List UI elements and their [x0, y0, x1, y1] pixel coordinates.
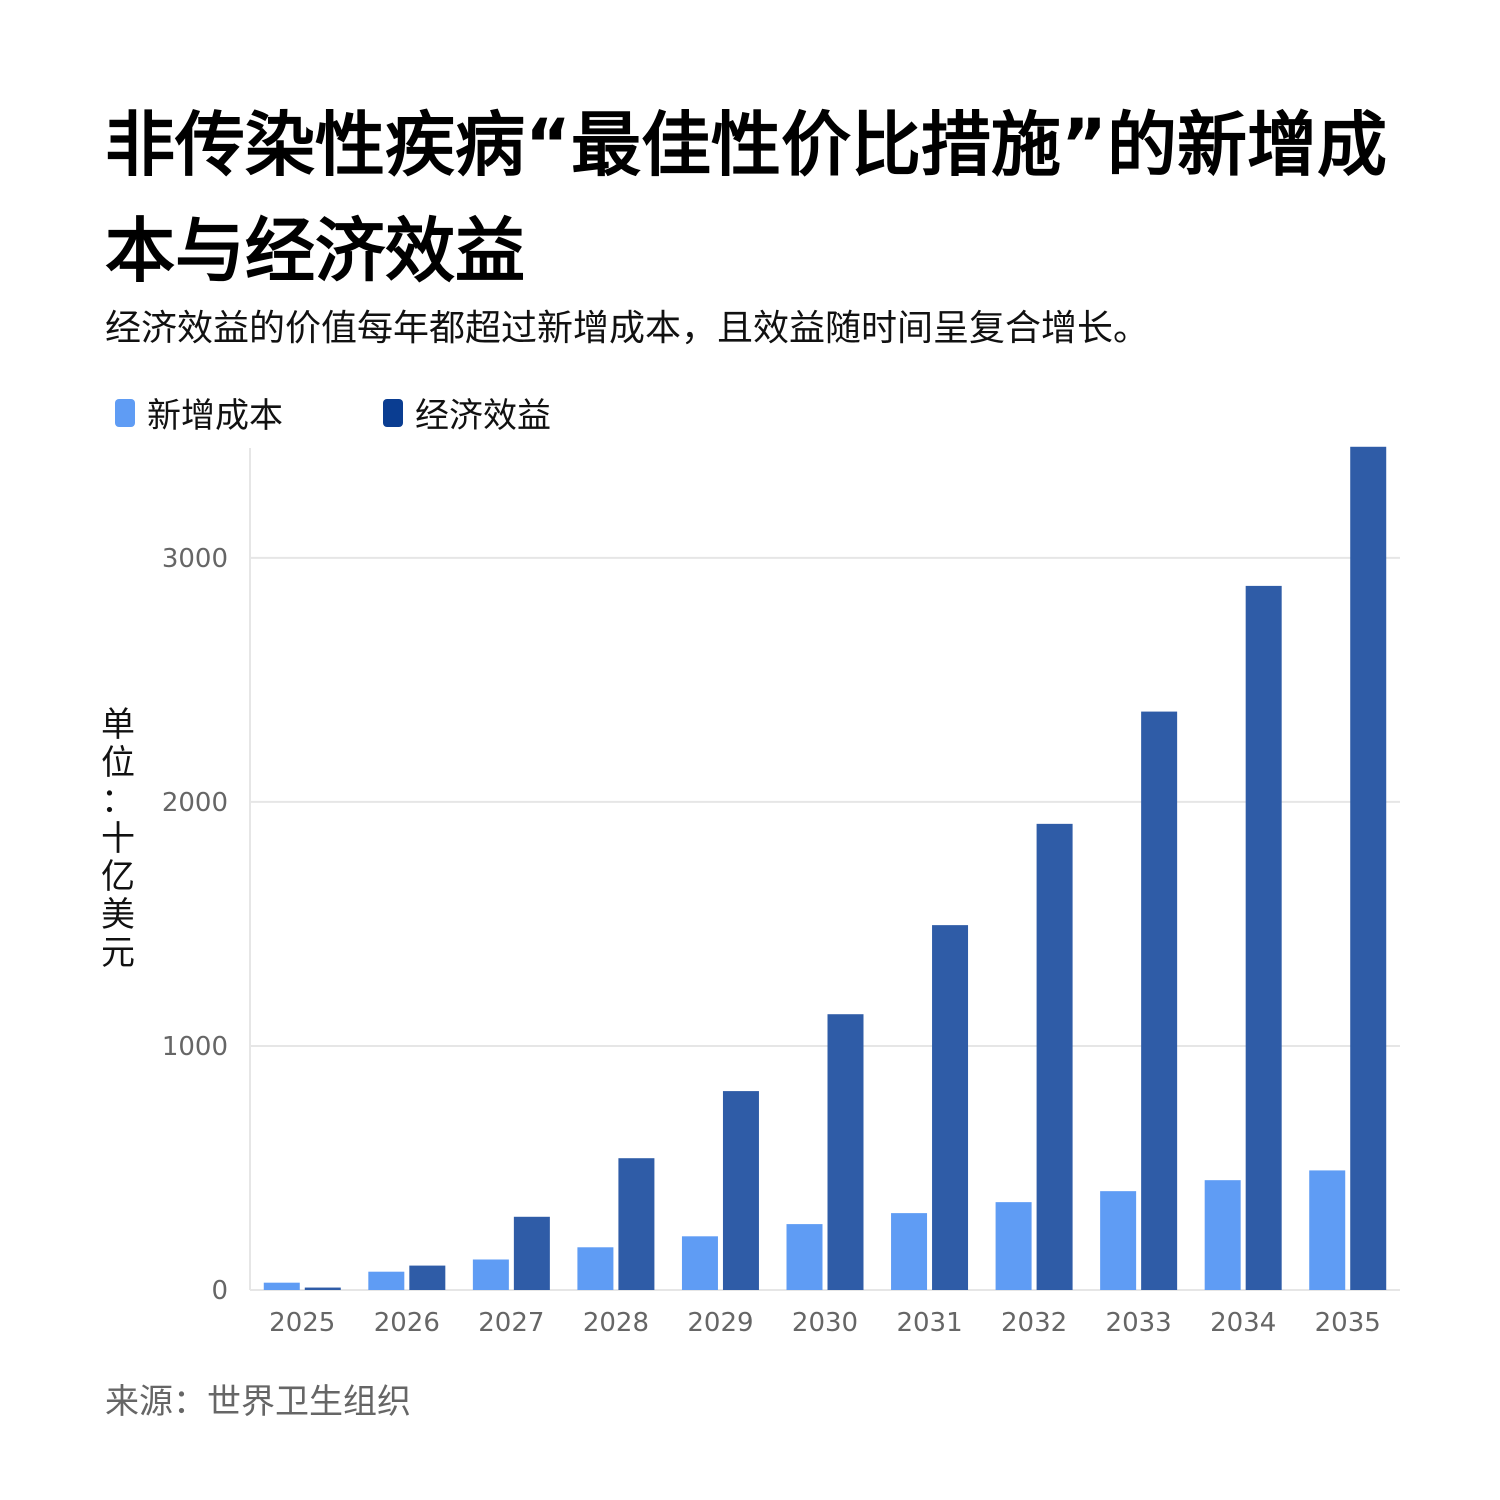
y-axis-label-char: 美 — [101, 895, 135, 935]
y-axis-label-char: ： — [101, 781, 135, 821]
x-tick-label: 2028 — [583, 1308, 649, 1338]
bar-benefit — [513, 1216, 550, 1290]
bar-cost — [1309, 1170, 1346, 1290]
legend-label-cost: 新增成本 — [147, 396, 283, 436]
bar-cost — [1204, 1180, 1241, 1290]
bar-benefit — [1245, 585, 1282, 1290]
x-tick-label: 2033 — [1106, 1308, 1172, 1338]
x-tick-label: 2030 — [792, 1308, 858, 1338]
bar-cost — [786, 1224, 823, 1290]
bar-benefit — [1036, 823, 1073, 1290]
bar-cost — [1100, 1191, 1137, 1290]
y-tick-label: 2000 — [162, 788, 228, 818]
bar-benefit — [409, 1265, 446, 1290]
x-tick-label: 2032 — [1001, 1308, 1067, 1338]
x-tick-label: 2027 — [478, 1308, 544, 1338]
bar-cost — [681, 1236, 718, 1290]
bar-benefit — [722, 1091, 759, 1290]
bar-benefit — [304, 1287, 341, 1290]
y-tick-label: 1000 — [162, 1032, 228, 1062]
legend: 新增成本 经济效益 — [115, 388, 651, 437]
bar-benefit — [827, 1014, 864, 1290]
y-axis-label: 单位：十亿美元 — [96, 706, 140, 972]
chart-title: 非传染性疾病“最佳性价比措施”的新增成本与经济效益 — [105, 104, 1388, 292]
legend-label-benefit: 经济效益 — [415, 396, 551, 436]
y-axis-label-char: 亿 — [101, 857, 135, 897]
y-axis-label-char: 位 — [101, 743, 135, 783]
bar-cost — [263, 1282, 300, 1290]
bar-cost — [472, 1259, 509, 1290]
bar-cost — [368, 1271, 405, 1290]
bar-benefit — [932, 925, 969, 1290]
y-tick-label: 0 — [211, 1276, 228, 1306]
bar-benefit — [1350, 446, 1387, 1290]
legend-item-benefit: 经济效益 — [383, 388, 551, 437]
x-tick-label: 2029 — [687, 1308, 753, 1338]
bar-cost — [577, 1247, 614, 1290]
y-axis-label-char: 十 — [101, 819, 135, 859]
x-tick-label: 2035 — [1315, 1308, 1381, 1338]
legend-swatch-benefit — [383, 398, 403, 427]
chart-subtitle: 经济效益的价值每年都超过新增成本，且效益随时间呈复合增长。 — [105, 308, 1150, 349]
source-note: 来源：世界卫生组织 — [105, 1382, 411, 1422]
x-tick-label: 2025 — [269, 1308, 335, 1338]
y-tick-label: 3000 — [162, 544, 228, 574]
x-tick-label: 2031 — [896, 1308, 962, 1338]
legend-item-cost: 新增成本 — [115, 388, 283, 437]
legend-swatch-cost — [115, 398, 135, 427]
bar-cost — [995, 1202, 1032, 1290]
x-tick-label: 2026 — [374, 1308, 440, 1338]
x-tick-label: 2034 — [1210, 1308, 1276, 1338]
bar-benefit — [1141, 711, 1178, 1290]
y-axis-label-char: 单 — [101, 705, 135, 745]
y-axis-label-char: 元 — [101, 933, 135, 973]
bar-cost — [891, 1213, 928, 1290]
bar-benefit — [618, 1158, 655, 1290]
